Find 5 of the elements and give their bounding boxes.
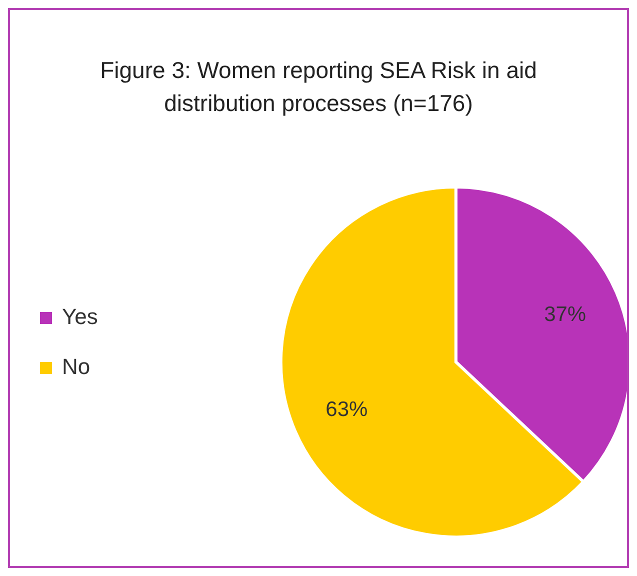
chart-title: Figure 3: Women reporting SEA Risk in aid distribution processes (n=176) (99, 56, 538, 118)
data-label: 37% (544, 303, 586, 326)
legend-label: No (62, 354, 90, 379)
data-label: 63% (326, 398, 368, 421)
legend-label: Yes (62, 304, 98, 329)
